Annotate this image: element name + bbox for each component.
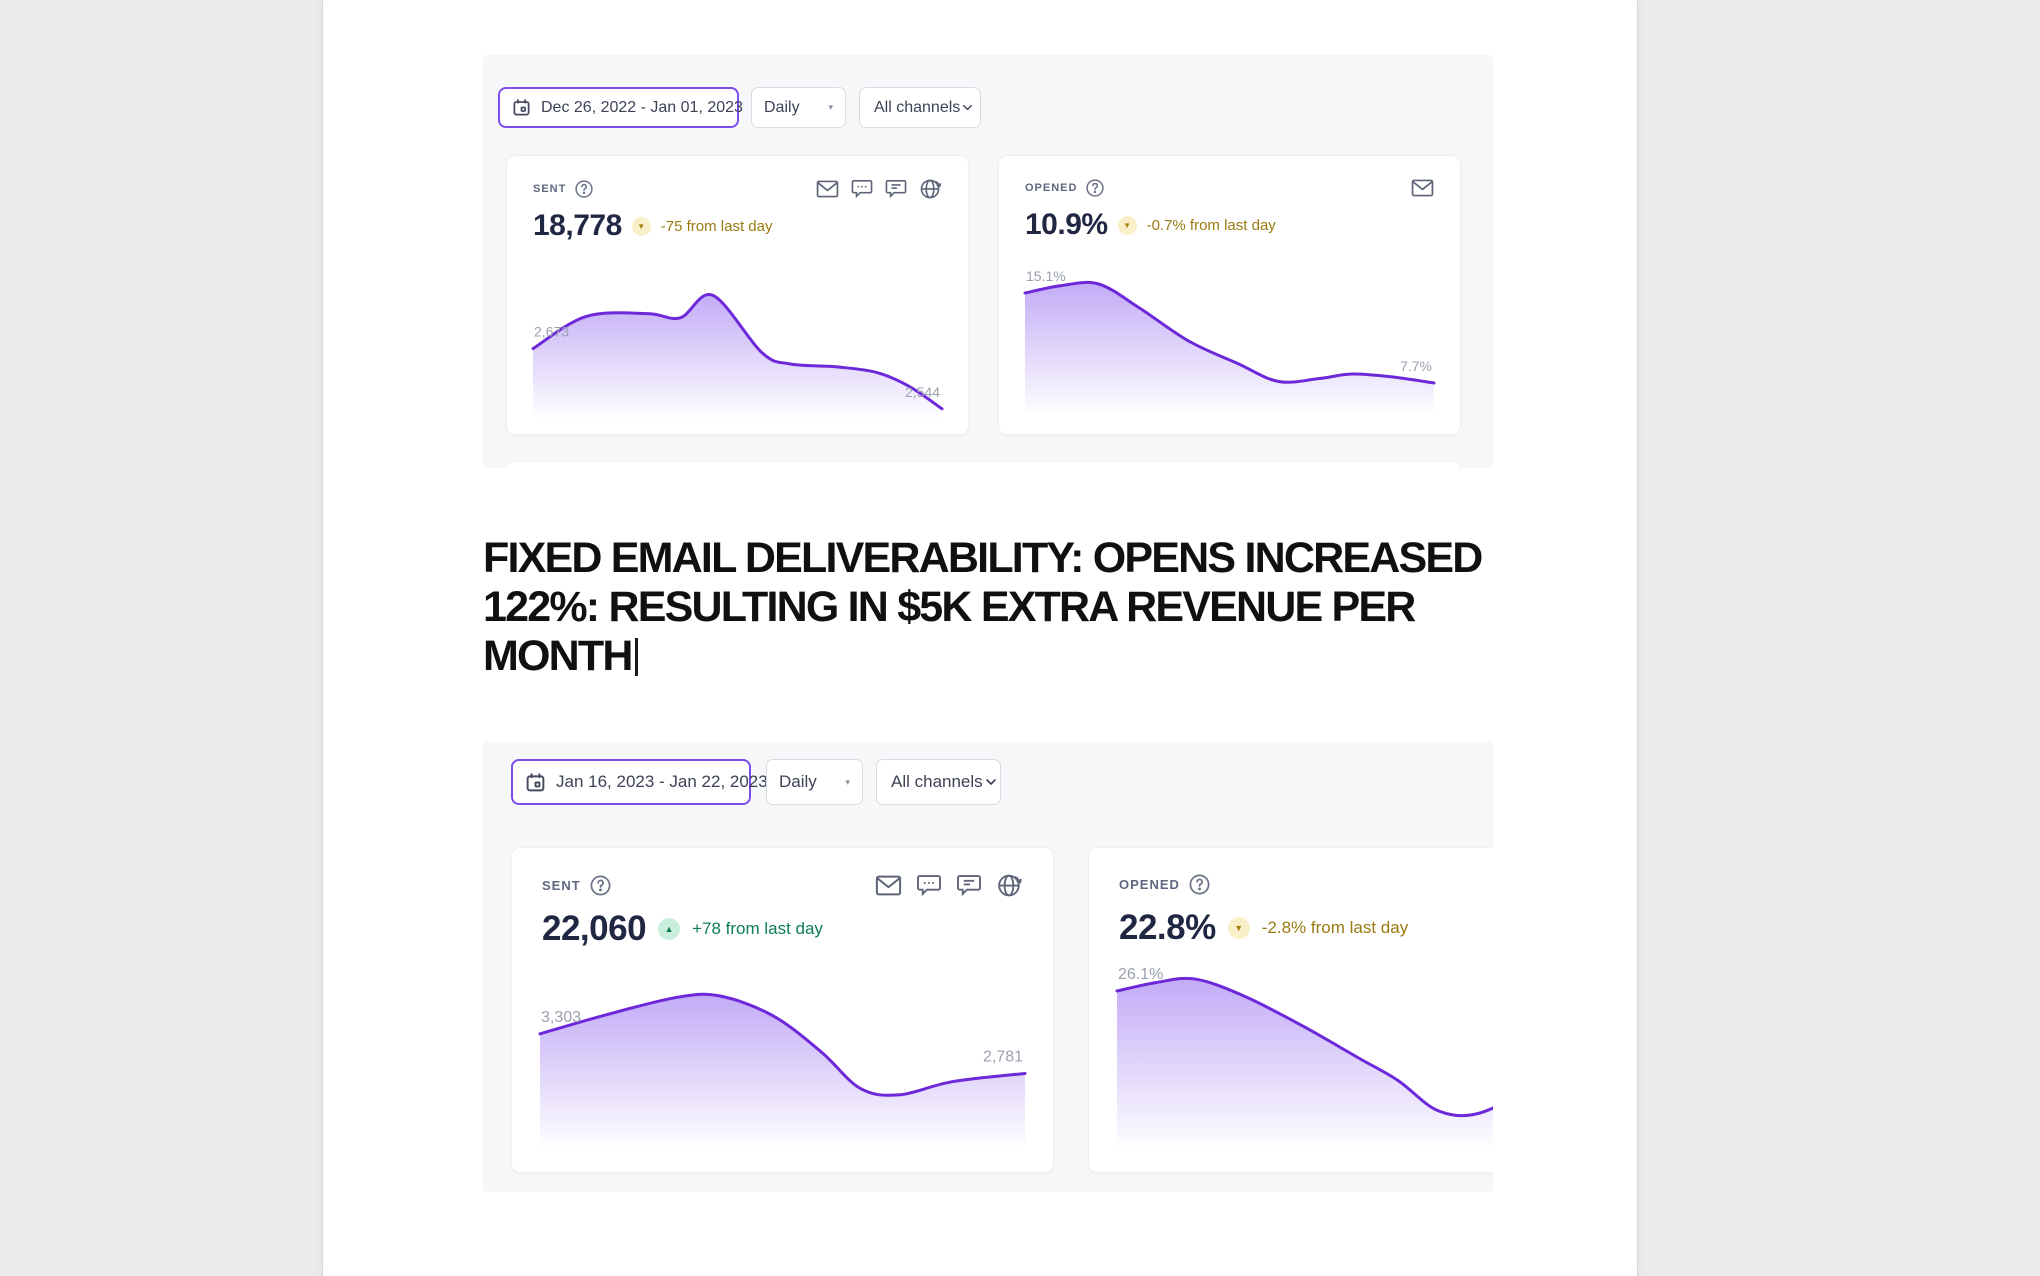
delta-text: -75 from last day bbox=[660, 217, 773, 235]
sms-icon[interactable] bbox=[851, 179, 873, 199]
channels-value: All channels bbox=[891, 772, 983, 791]
help-icon[interactable] bbox=[574, 179, 594, 199]
help-icon[interactable] bbox=[1188, 873, 1211, 896]
select-caret-icon: ▾ bbox=[845, 776, 850, 787]
date-range-picker[interactable]: Dec 26, 2022 - Jan 01, 2023 bbox=[498, 87, 743, 128]
trend-up-icon: ▲ bbox=[658, 918, 681, 940]
chart-start-value: 26.1% bbox=[1118, 966, 1163, 983]
sent-area-chart: 2,673 2,544 bbox=[531, 280, 944, 420]
stat-card-opened: OPENED 22.8% ▼ -2.8% from last day 26.1% bbox=[1088, 847, 1493, 1173]
help-icon[interactable] bbox=[589, 874, 612, 897]
trend-down-icon: ▼ bbox=[631, 216, 651, 236]
metric-value: 10.9% bbox=[1025, 208, 1108, 241]
calendar-icon bbox=[525, 772, 546, 793]
date-range-picker[interactable]: Jan 16, 2023 - Jan 22, 2023 bbox=[511, 759, 768, 805]
page-title-text: FIXED EMAIL DELIVERABILITY: OPENS INCREA… bbox=[483, 534, 1483, 680]
sent-area-chart: 3,303 2,781 bbox=[538, 986, 1027, 1151]
sms-icon[interactable] bbox=[916, 874, 942, 897]
frequency-value: Daily bbox=[764, 98, 800, 116]
select-caret-icon: ▾ bbox=[828, 102, 833, 112]
analytics-embed-week2: Jan 16, 2023 - Jan 22, 2023 Daily ▾ All … bbox=[483, 742, 1493, 1192]
frequency-select[interactable]: Daily ▾ bbox=[766, 759, 863, 805]
date-range-value: Jan 16, 2023 - Jan 22, 2023 bbox=[556, 772, 768, 791]
metric-label: OPENED bbox=[1119, 877, 1180, 892]
stat-card-opened: OPENED 10.9% ▼ -0.7% from last day 15.1%… bbox=[998, 155, 1461, 435]
channels-dropdown[interactable]: All channels bbox=[876, 759, 1001, 805]
push-icon[interactable] bbox=[885, 179, 907, 199]
email-icon[interactable] bbox=[816, 180, 839, 198]
web-icon[interactable] bbox=[919, 178, 942, 199]
channels-dropdown[interactable]: All channels bbox=[859, 87, 981, 128]
chart-start-value: 2,673 bbox=[534, 324, 569, 340]
email-icon[interactable] bbox=[1411, 179, 1434, 197]
delta-text: -2.8% from last day bbox=[1261, 918, 1409, 937]
metric-value: 18,778 bbox=[533, 209, 622, 242]
delta-text: +78 from last day bbox=[692, 919, 823, 938]
metric-label: SENT bbox=[542, 877, 581, 893]
opened-area-chart: 15.1% 7.7% bbox=[1023, 266, 1436, 416]
push-icon[interactable] bbox=[956, 874, 982, 897]
trend-down-icon: ▼ bbox=[1117, 215, 1137, 235]
stat-card-sent: SENT bbox=[511, 847, 1054, 1173]
channels-value: All channels bbox=[874, 98, 961, 116]
trend-down-icon: ▼ bbox=[1227, 917, 1250, 939]
delta-text: -0.7% from last day bbox=[1146, 216, 1276, 234]
chart-end-value: 7.7% bbox=[1400, 358, 1432, 374]
email-icon[interactable] bbox=[875, 875, 902, 896]
stat-card-sent: SENT bbox=[506, 155, 969, 435]
metric-value: 22,060 bbox=[542, 909, 647, 948]
cropped-next-card-row bbox=[506, 461, 1461, 468]
metric-label: SENT bbox=[533, 182, 567, 195]
metric-value: 22.8% bbox=[1119, 908, 1216, 947]
document-page: Dec 26, 2022 - Jan 01, 2023 Daily ▾ All … bbox=[322, 0, 1638, 1276]
chart-end-value: 2,544 bbox=[905, 384, 940, 400]
web-icon[interactable] bbox=[996, 873, 1023, 897]
help-icon[interactable] bbox=[1085, 178, 1105, 198]
chart-start-value: 3,303 bbox=[541, 1009, 581, 1026]
page-title[interactable]: FIXED EMAIL DELIVERABILITY: OPENS INCREA… bbox=[483, 534, 1485, 681]
chart-start-value: 15.1% bbox=[1026, 268, 1066, 284]
chevron-down-icon bbox=[983, 774, 999, 790]
calendar-icon bbox=[512, 98, 531, 117]
date-range-value: Dec 26, 2022 - Jan 01, 2023 bbox=[541, 98, 743, 116]
chevron-down-icon bbox=[960, 100, 975, 115]
analytics-embed-week1: Dec 26, 2022 - Jan 01, 2023 Daily ▾ All … bbox=[483, 55, 1493, 468]
frequency-value: Daily bbox=[779, 772, 817, 791]
opened-area-chart: 26.1% bbox=[1115, 966, 1493, 1151]
metric-label: OPENED bbox=[1025, 182, 1078, 194]
chart-end-value: 2,781 bbox=[983, 1048, 1023, 1065]
frequency-select[interactable]: Daily ▾ bbox=[751, 87, 846, 128]
text-cursor bbox=[634, 638, 638, 676]
